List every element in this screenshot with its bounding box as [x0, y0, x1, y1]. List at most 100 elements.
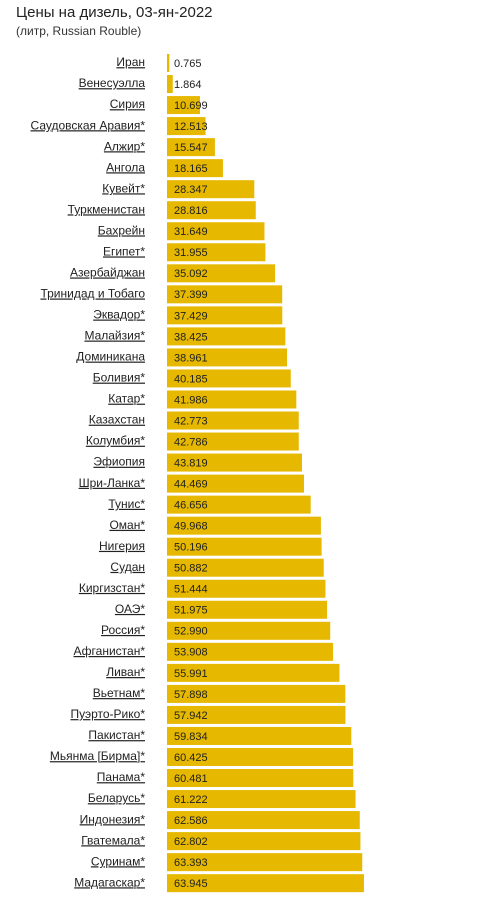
bar: [167, 75, 173, 94]
bar: [167, 327, 286, 346]
bar: [167, 243, 266, 262]
value-label: 49.968: [174, 521, 208, 533]
value-label: 12.513: [174, 121, 208, 133]
category-label[interactable]: ОАЭ*: [115, 602, 145, 616]
value-label: 28.816: [174, 205, 208, 217]
value-label: 37.399: [174, 289, 208, 301]
category-label[interactable]: Пакистан*: [88, 728, 145, 742]
value-label: 44.469: [174, 479, 208, 491]
value-label: 42.786: [174, 436, 208, 448]
category-label[interactable]: Бахрейн: [98, 223, 145, 237]
value-label: 37.429: [174, 310, 208, 322]
category-label[interactable]: Ангола: [106, 160, 145, 174]
category-label[interactable]: Тунис*: [108, 497, 145, 511]
value-label: 51.444: [174, 584, 208, 596]
value-label: 61.222: [174, 794, 208, 806]
category-label[interactable]: Беларусь*: [88, 791, 145, 805]
value-label: 28.347: [174, 184, 208, 196]
category-label[interactable]: Малайзия*: [84, 329, 145, 343]
category-label[interactable]: Сирия: [110, 97, 145, 111]
bar: [167, 264, 276, 283]
category-label[interactable]: Колумбия*: [86, 434, 145, 448]
value-label: 40.185: [174, 373, 208, 385]
category-label[interactable]: Гватемала*: [81, 833, 145, 847]
value-label: 52.990: [174, 626, 208, 638]
bar: [167, 705, 346, 724]
category-label[interactable]: Венесуэлла: [79, 76, 146, 90]
bar: [167, 600, 328, 619]
bar: [167, 159, 223, 178]
category-label[interactable]: Вьетнам*: [93, 686, 146, 700]
bar: [167, 495, 311, 514]
bar: [167, 474, 304, 493]
bar: [167, 54, 170, 72]
category-label[interactable]: Боливия*: [93, 371, 146, 385]
bar: [167, 432, 299, 451]
value-label: 57.898: [174, 689, 208, 701]
category-label[interactable]: Пуэрто-Рико*: [71, 707, 146, 721]
category-label[interactable]: Саудовская Аравия*: [31, 118, 146, 132]
category-label[interactable]: Доминикана: [76, 350, 145, 364]
category-label[interactable]: Киргизстан*: [79, 581, 145, 595]
bar: [167, 348, 287, 367]
value-label: 10.699: [174, 100, 208, 112]
value-label: 1.864: [174, 79, 202, 91]
bar: [167, 201, 256, 220]
category-label[interactable]: Россия*: [101, 623, 145, 637]
category-label[interactable]: Судан: [110, 560, 145, 574]
value-label: 51.975: [174, 605, 208, 617]
bar: [167, 285, 283, 304]
bar: [167, 642, 334, 661]
category-label[interactable]: Иран: [116, 55, 145, 69]
category-label[interactable]: Индонезия*: [80, 812, 146, 826]
category-label[interactable]: Египет*: [103, 244, 145, 258]
value-label: 53.908: [174, 647, 208, 659]
value-label: 31.649: [174, 226, 208, 238]
category-label[interactable]: Афганистан*: [74, 644, 146, 658]
bar: [167, 684, 346, 703]
value-label: 0.765: [174, 58, 202, 70]
chart-subtitle: (литр, Russian Rouble): [16, 24, 141, 38]
category-label[interactable]: Оман*: [109, 518, 145, 532]
value-label: 43.819: [174, 457, 208, 469]
bar: [167, 516, 321, 535]
bar: [167, 579, 326, 598]
category-label[interactable]: Катар*: [108, 392, 145, 406]
bar: [167, 96, 200, 115]
bar: [167, 663, 340, 682]
category-label[interactable]: Суринам*: [91, 854, 145, 868]
bar: [167, 558, 324, 577]
bar: [167, 138, 215, 157]
category-label[interactable]: Панама*: [97, 770, 146, 784]
category-label[interactable]: Мадагаскар*: [74, 875, 145, 889]
category-label[interactable]: Тринидад и Тобаго: [40, 287, 145, 301]
category-label[interactable]: Шри-Ланка*: [79, 476, 146, 490]
value-label: 60.481: [174, 773, 208, 785]
category-label[interactable]: Казахстан: [89, 413, 145, 427]
bar: [167, 369, 291, 388]
value-label: 15.547: [174, 142, 208, 154]
category-label[interactable]: Алжир*: [104, 139, 145, 153]
bar: [167, 180, 255, 199]
bar: [167, 411, 299, 430]
bar: [167, 537, 322, 556]
value-label: 18.165: [174, 163, 208, 175]
category-label[interactable]: Мьянма [Бирма]*: [50, 749, 145, 763]
category-label[interactable]: Эквадор*: [93, 308, 145, 322]
category-label[interactable]: Нигерия: [99, 539, 145, 553]
category-label[interactable]: Эфиопия: [93, 455, 145, 469]
category-label[interactable]: Туркменистан: [68, 202, 145, 216]
value-label: 31.955: [174, 247, 208, 259]
value-label: 63.393: [174, 857, 208, 869]
bar: [167, 790, 356, 809]
bar: [167, 390, 297, 409]
bar: [167, 832, 361, 851]
bar: [167, 222, 265, 241]
category-label[interactable]: Ливан*: [106, 665, 145, 679]
value-label: 62.586: [174, 815, 208, 827]
bar: [167, 874, 364, 893]
chart-title: Цены на дизель, 03-ян-2022: [16, 4, 213, 21]
category-label[interactable]: Кувейт*: [102, 181, 145, 195]
category-label[interactable]: Азербайджан: [70, 265, 145, 279]
